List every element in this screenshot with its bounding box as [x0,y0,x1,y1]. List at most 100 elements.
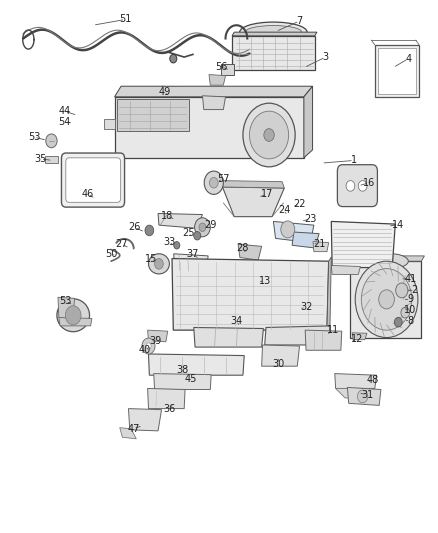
Polygon shape [172,259,328,330]
Circle shape [194,217,210,237]
Circle shape [146,343,151,349]
Polygon shape [209,75,226,85]
FancyBboxPatch shape [66,158,120,203]
Text: 41: 41 [404,274,417,284]
Text: 50: 50 [105,249,117,259]
Polygon shape [158,214,202,228]
Polygon shape [59,317,92,326]
Circle shape [155,259,163,269]
Polygon shape [223,187,284,216]
Text: 9: 9 [407,294,413,304]
Polygon shape [115,97,304,158]
Polygon shape [162,86,178,98]
Polygon shape [331,265,360,274]
Circle shape [142,338,155,354]
Text: 17: 17 [261,189,273,199]
Text: 21: 21 [313,239,325,249]
Polygon shape [120,427,136,439]
Polygon shape [154,374,211,390]
Text: 28: 28 [237,243,249,253]
Text: 12: 12 [351,334,364,344]
Circle shape [174,241,180,249]
Polygon shape [148,389,185,409]
Text: 7: 7 [297,16,303,26]
Text: 31: 31 [361,390,373,400]
Circle shape [401,308,410,318]
Circle shape [209,177,218,188]
Text: 11: 11 [327,325,339,335]
Polygon shape [174,254,208,273]
Ellipse shape [240,22,307,42]
Polygon shape [375,45,419,97]
Text: 45: 45 [185,375,198,384]
Text: 23: 23 [304,214,317,224]
FancyBboxPatch shape [337,165,378,207]
Polygon shape [331,221,395,268]
Circle shape [379,290,394,309]
Polygon shape [232,36,315,70]
Text: 13: 13 [258,276,271,286]
Text: 46: 46 [81,189,94,199]
Text: 32: 32 [300,302,312,312]
Polygon shape [194,327,263,347]
Circle shape [145,225,154,236]
Polygon shape [352,333,367,340]
Text: 53: 53 [60,296,72,306]
Polygon shape [128,409,162,431]
Text: 35: 35 [34,154,47,164]
Text: 16: 16 [363,177,375,188]
Text: 44: 44 [58,106,71,116]
Text: 2: 2 [412,285,418,295]
Polygon shape [336,389,361,398]
Ellipse shape [365,253,408,269]
Circle shape [264,128,274,141]
Text: 22: 22 [293,199,306,209]
Polygon shape [265,326,330,345]
Text: 33: 33 [163,237,175,247]
Circle shape [346,181,355,191]
Text: 34: 34 [230,316,243,326]
Text: 3: 3 [322,52,328,62]
Text: 25: 25 [182,228,195,238]
Polygon shape [378,48,416,94]
Circle shape [199,223,206,231]
Polygon shape [148,354,244,375]
Text: 57: 57 [217,174,230,184]
Text: 36: 36 [163,403,175,414]
FancyBboxPatch shape [61,153,124,207]
Text: 47: 47 [127,424,139,434]
Text: 4: 4 [405,54,411,63]
Circle shape [204,171,223,195]
Text: 56: 56 [215,62,227,71]
Circle shape [357,390,368,403]
Polygon shape [115,86,313,97]
Polygon shape [221,64,234,75]
Text: 37: 37 [187,249,199,260]
Circle shape [396,283,408,298]
Polygon shape [350,256,424,261]
Ellipse shape [57,299,89,332]
Polygon shape [327,257,331,330]
Polygon shape [304,86,313,158]
Text: 38: 38 [177,365,189,375]
Polygon shape [148,330,168,342]
Text: 39: 39 [150,336,162,346]
Text: 24: 24 [278,205,290,215]
Text: 49: 49 [159,86,171,96]
Text: 27: 27 [115,239,127,249]
Text: 14: 14 [392,220,404,230]
Circle shape [170,54,177,63]
Text: 54: 54 [58,117,71,127]
Ellipse shape [148,254,170,274]
Polygon shape [273,221,314,243]
Circle shape [358,181,367,191]
Text: 40: 40 [139,345,151,356]
Text: 30: 30 [272,359,284,369]
Circle shape [243,103,295,167]
Ellipse shape [245,26,302,39]
Polygon shape [45,156,58,163]
Polygon shape [221,181,284,188]
Circle shape [355,261,418,337]
Polygon shape [305,330,342,350]
Circle shape [361,269,412,330]
